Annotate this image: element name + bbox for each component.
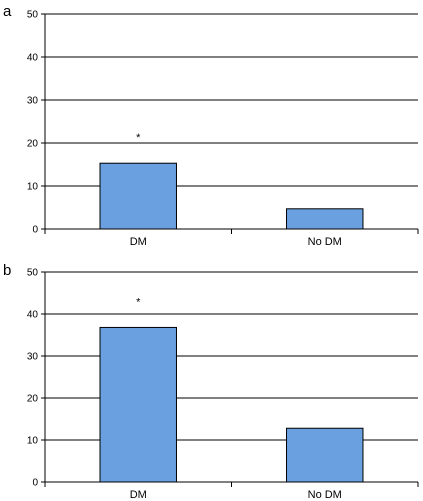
bar: [99, 326, 177, 483]
bar: [286, 427, 364, 483]
significance-marker: *: [136, 132, 141, 144]
chart-panel-b: b 0 10 20 30 40 50 * DM No DM: [3, 262, 419, 501]
y-tick-label: 30: [27, 352, 39, 363]
panel-label: a: [3, 3, 12, 20]
x-tick-label: DM: [130, 489, 147, 501]
y-tick-label: 10: [27, 436, 39, 447]
bar: [99, 162, 177, 230]
panel-label: b: [3, 262, 11, 279]
y-tick-label: 40: [27, 53, 39, 64]
significance-marker: *: [136, 296, 141, 308]
x-tick-label: DM: [130, 236, 147, 248]
x-tick-label: No DM: [308, 489, 342, 501]
x-tick-label: No DM: [308, 236, 342, 248]
y-tick-label: 0: [32, 478, 38, 489]
y-tick-label: 50: [27, 10, 39, 21]
y-tick-label: 40: [27, 310, 39, 321]
y-tick-label: 10: [27, 182, 39, 193]
y-tick-label: 0: [32, 225, 38, 236]
y-tick-label: 50: [27, 268, 39, 279]
y-tick-label: 20: [27, 139, 39, 150]
y-tick-label: 30: [27, 96, 39, 107]
y-tick-label: 20: [27, 394, 39, 405]
chart-panel-a: a 0 10 20 30 40 50 * DM No DM: [3, 3, 419, 248]
bar: [286, 208, 364, 230]
